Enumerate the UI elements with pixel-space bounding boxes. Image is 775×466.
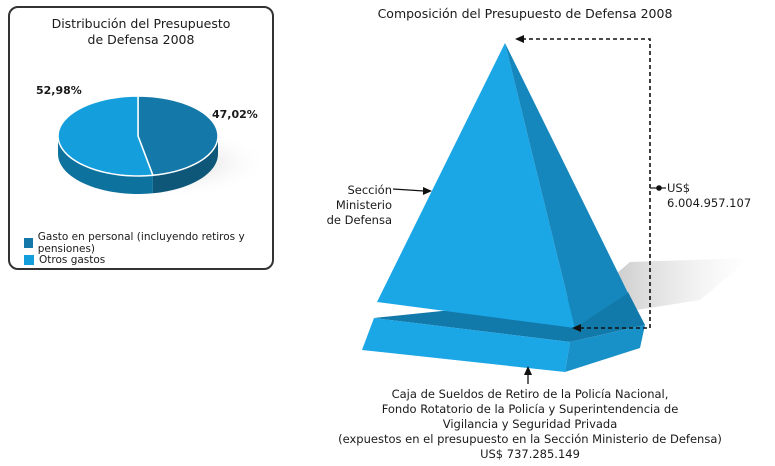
legend-swatch-otros <box>24 254 34 265</box>
amount-dot <box>656 185 662 191</box>
base-slab-side <box>565 325 645 372</box>
pie-title: Distribución del Presupuesto de Defensa … <box>51 16 231 47</box>
legend-label-personal: Gasto en personal (incluyendo retiros y … <box>37 230 245 255</box>
pie-slice-side-0 <box>152 136 218 194</box>
pyramid-side-face <box>505 43 628 328</box>
legend-item-personal: Gasto en personal (incluyendo retiros y … <box>24 231 272 255</box>
pie-panel: Distribución del Presupuesto de Defensa … <box>8 6 274 270</box>
top-label: Sección Ministerio de Defensa <box>326 183 392 227</box>
pie-value-label-otros: 52,98% <box>36 84 82 97</box>
pie-slice-side-1 <box>58 136 153 194</box>
bracket-arrow-top <box>515 35 524 43</box>
legend-swatch-personal <box>24 237 33 248</box>
bracket-arrow-bottom <box>572 324 581 332</box>
pie-value-label-personal: 47,02% <box>212 108 258 121</box>
pie-legend: Gasto en personal (incluyendo retiros y … <box>24 231 272 268</box>
pyramid-front-face <box>377 43 575 328</box>
bottom-label-arrowhead <box>524 366 532 375</box>
pie-slice-0 <box>137 95 219 177</box>
top-label-arrow-line <box>392 188 425 192</box>
legend-label-otros: Otros gastos <box>39 253 106 266</box>
top-amount: US$ 6.004.957.107 <box>667 181 752 210</box>
legend-item-otros: Otros gastos <box>24 251 272 268</box>
base-slab-front <box>362 318 570 372</box>
pie-slice-1 <box>57 95 154 177</box>
pie-chart <box>50 95 270 199</box>
pyramid-title: Composición del Presupuesto de Defensa 2… <box>377 6 673 21</box>
amount-bracket <box>522 38 651 329</box>
top-label-arrowhead <box>423 187 432 195</box>
bottom-label: Caja de Sueldos de Retiro de la Policía … <box>338 387 722 461</box>
